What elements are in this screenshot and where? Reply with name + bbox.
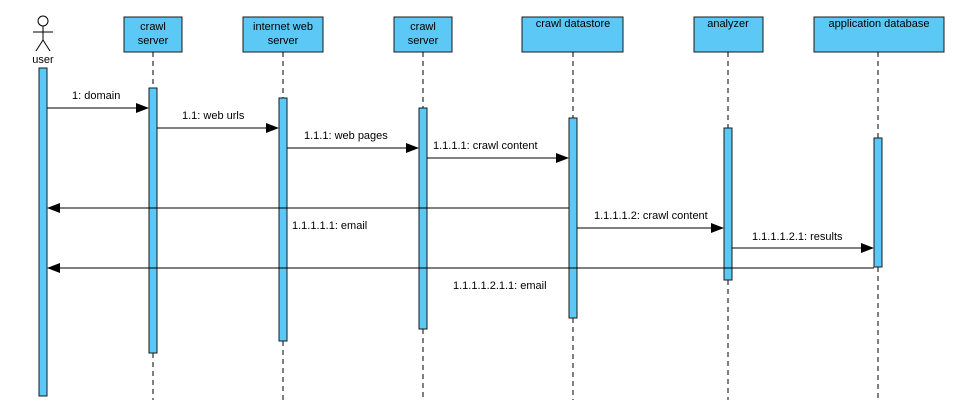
message-label: 1.1: web urls — [182, 110, 245, 122]
participant-label: crawl datastore — [536, 18, 611, 30]
participant-label-line-2: server — [408, 35, 439, 47]
activation-crawl-datastore — [568, 117, 578, 319]
participant-label: analyzer — [707, 18, 749, 30]
actor-head — [37, 15, 49, 27]
participant-label-line-1: crawl — [410, 21, 436, 33]
arrow-head-icon — [861, 243, 874, 253]
message-1-1-1-1-1-email: 1.1.1.1.1: email — [47, 203, 569, 232]
participant-box — [521, 16, 624, 53]
activation-application-database — [873, 137, 883, 268]
message-label: 1.1.1.1.2.1: results — [752, 231, 843, 243]
participant-label-line-1: internet web — [253, 21, 313, 33]
arrow-head-icon — [47, 203, 60, 213]
participant-label: application database — [829, 18, 930, 30]
actor-right-leg — [42, 39, 51, 52]
message-label: 1: domain — [72, 90, 120, 102]
participant-crawl-server-1: crawl server — [123, 16, 183, 400]
message-1-1-1-1-2-1-results: 1.1.1.1.2.1: results — [732, 231, 874, 253]
message-1-domain: 1: domain — [47, 90, 149, 113]
message-1-1-1-web-pages: 1.1.1: web pages — [287, 130, 419, 153]
activation-crawl-server-1 — [148, 87, 158, 354]
activation-analyzer — [723, 127, 733, 281]
participant-internet-web-server: internet web server — [242, 16, 324, 400]
message-label: 1.1.1.1.2: crawl content — [594, 210, 708, 222]
participant-label-line-1: crawl — [140, 21, 166, 33]
participant-crawl-datastore: crawl datastore — [521, 16, 624, 400]
participant-analyzer: analyzer — [693, 16, 764, 400]
participant-application-database: application database — [813, 16, 945, 400]
message-1-1-1-1-2-1-1-email: 1.1.1.1.2.1.1: email — [47, 263, 874, 292]
participant-box — [693, 16, 764, 53]
participant-label-line-2: server — [138, 35, 169, 47]
participant-crawl-server-2: crawl server — [393, 16, 453, 400]
participant-box — [123, 16, 183, 53]
message-label: 1.1.1: web pages — [304, 130, 388, 142]
participant-box — [813, 16, 945, 53]
actor-left-leg — [35, 39, 44, 52]
actor-label: user — [32, 54, 54, 66]
message-label: 1.1.1.1.1: email — [292, 220, 367, 232]
activation-crawl-server-2 — [418, 107, 428, 330]
activation-internet-web-server — [278, 97, 288, 342]
arrow-head-icon — [266, 123, 279, 133]
participant-label-line-2: server — [268, 35, 299, 47]
arrow-head-icon — [406, 143, 419, 153]
activation-user — [38, 67, 48, 397]
actor-user: user — [32, 15, 54, 397]
message-1-1-1-1-2-crawl-content: 1.1.1.1.2: crawl content — [577, 210, 724, 233]
participant-box — [393, 16, 453, 53]
message-1-1-1-1-crawl-content: 1.1.1.1: crawl content — [427, 140, 569, 163]
arrow-head-icon — [556, 153, 569, 163]
arrow-head-icon — [136, 103, 149, 113]
arrow-head-icon — [711, 223, 724, 233]
message-label: 1.1.1.1.2.1.1: email — [453, 280, 547, 292]
message-1-1-web-urls: 1.1: web urls — [157, 110, 279, 133]
arrow-head-icon — [47, 263, 60, 273]
message-label: 1.1.1.1: crawl content — [433, 140, 538, 152]
